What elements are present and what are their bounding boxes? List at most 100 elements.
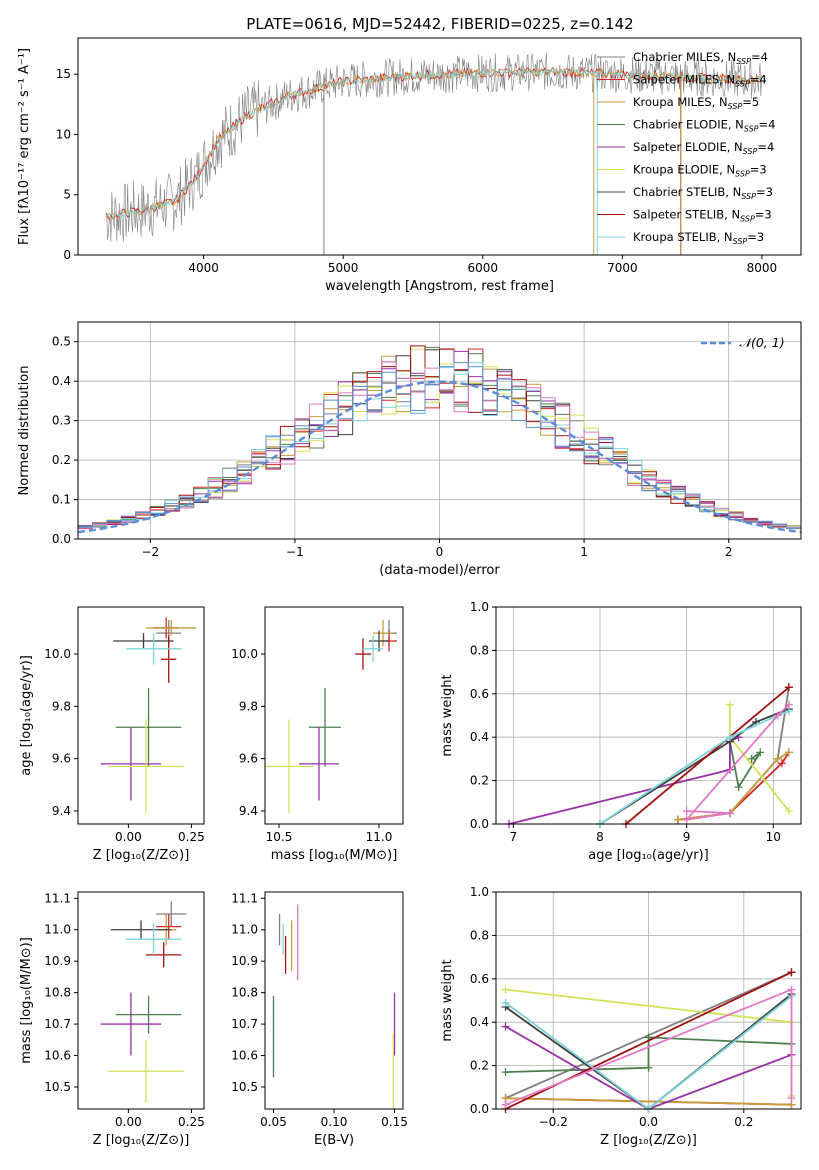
mass_vs_Z-frame <box>77 891 205 1110</box>
y-tick-label: 1.0 <box>470 885 489 899</box>
legend-entry: Salpeter MILES, NSSP=4 <box>633 73 767 89</box>
x-tick-label: 6000 <box>467 261 498 275</box>
age_vs_mass-frame <box>264 606 404 825</box>
mass-weight-marker <box>644 1063 653 1072</box>
y-tick-label: 0.2 <box>470 774 489 788</box>
x-tick-label: 5000 <box>328 261 359 275</box>
x-tick-label: 8 <box>596 830 604 844</box>
mass-weight-marker <box>784 806 793 815</box>
y-tick-label: 10.6 <box>231 1049 258 1063</box>
mass-weight-marker <box>773 711 782 720</box>
x-tick-label: 0.25 <box>178 830 205 844</box>
mass_vs_Z-axes <box>74 897 192 1113</box>
legend-entry: Kroupa ELODIE, NSSP=3 <box>633 163 767 179</box>
mass-weight-marker <box>756 748 765 757</box>
mass_weight_vs_Z-frame <box>495 891 802 1110</box>
mass-weight-line <box>505 1097 792 1106</box>
y-tick-label: 10.9 <box>44 954 71 968</box>
y-tick-label: 0.0 <box>52 532 71 546</box>
spectrum-frame <box>77 37 802 256</box>
x-tick-label: 4000 <box>188 261 219 275</box>
x-tick-label: 2 <box>725 545 733 559</box>
legend-entry: Salpeter ELODIE, NSSP=4 <box>633 140 774 156</box>
y-tick-label: 1.0 <box>470 600 489 614</box>
age_vs_Z-axes <box>74 653 192 828</box>
y-tick-label: 11.0 <box>44 923 71 937</box>
spectrum-axes <box>74 73 763 259</box>
mass-weight-line <box>625 686 790 825</box>
age_vs_mass-axes <box>261 653 380 828</box>
x-tick-label: 10.5 <box>266 830 293 844</box>
y-tick-label: 0.2 <box>52 453 71 467</box>
x-tick-label: −1 <box>286 545 304 559</box>
y-tick-label: 5 <box>63 188 71 202</box>
y-tick-label: 10.6 <box>44 1049 71 1063</box>
x-tick-label: 10 <box>766 830 781 844</box>
x-tick-label: 0 <box>436 545 444 559</box>
legend-entry: 𝒩(0, 1) <box>739 335 785 350</box>
y-tick-label: 10.5 <box>44 1080 71 1094</box>
mass-weight-marker <box>777 759 786 768</box>
y-axis-label: Normed distribution <box>17 366 32 496</box>
residuals-frame <box>77 321 802 540</box>
mass-weight-marker <box>725 809 734 818</box>
x-axis-label: Z [log₁₀(Z/Z⊙)] <box>93 848 190 863</box>
mass-weight-marker <box>725 733 734 742</box>
y-tick-label: 11.0 <box>231 923 258 937</box>
y-tick-label: 0.8 <box>470 643 489 657</box>
y-tick-label: 0.4 <box>52 374 71 388</box>
y-tick-label: 10.0 <box>44 647 71 661</box>
y-axis-label: age [log₁₀(age/yr)] <box>19 655 34 776</box>
x-tick-label: 0.05 <box>260 1115 287 1129</box>
legend-entry: Kroupa STELIB, NSSP=3 <box>633 230 764 246</box>
x-tick-label: 0.10 <box>321 1115 348 1129</box>
x-axis-label: E(B-V) <box>314 1133 354 1148</box>
mass-weight-marker <box>501 1100 510 1109</box>
y-tick-label: 11.1 <box>44 891 71 905</box>
mass_vs_EBV-frame <box>264 891 404 1110</box>
x-tick-label: 8000 <box>747 261 778 275</box>
mass-weight-marker <box>787 1094 796 1103</box>
mass-weight-marker <box>501 1022 510 1031</box>
mass-weight-line <box>599 710 790 825</box>
mass_weight_vs_age-frame <box>495 606 802 825</box>
x-tick-label: 0.2 <box>734 1115 753 1129</box>
mass-weight-marker <box>784 700 793 709</box>
x-tick-label: 0.00 <box>115 1115 142 1129</box>
mass-weight-marker <box>773 754 782 763</box>
y-tick-label: 0 <box>63 248 71 262</box>
mass-weight-marker <box>787 968 796 977</box>
mass-weight-line <box>505 1036 792 1073</box>
figure-title: PLATE=0616, MJD=52442, FIBERID=0225, z=0… <box>246 15 633 33</box>
mass-weight-marker <box>682 815 691 824</box>
y-tick-label: 10.0 <box>231 647 258 661</box>
y-tick-label: 0.2 <box>470 1059 489 1073</box>
y-tick-label: 9.6 <box>52 752 71 766</box>
normal-curve <box>77 380 802 534</box>
legend-entry: Chabrier MILES, NSSP=4 <box>633 50 768 66</box>
y-tick-label: 9.8 <box>52 699 71 713</box>
x-axis-label: Z [log₁₀(Z/Z⊙)] <box>600 1133 697 1148</box>
y-tick-label: 15 <box>56 67 71 81</box>
y-tick-label: 10 <box>56 127 71 141</box>
x-tick-label: 9 <box>683 830 691 844</box>
x-tick-label: 0.00 <box>115 830 142 844</box>
y-tick-label: 0.4 <box>470 730 489 744</box>
x-tick-label: −0.2 <box>539 1115 568 1129</box>
y-tick-label: 9.8 <box>239 699 258 713</box>
x-tick-label: 11.0 <box>366 830 393 844</box>
x-tick-label: 7 <box>510 830 518 844</box>
mass-weight-marker <box>673 815 682 824</box>
y-axis-label: mass weight <box>440 959 455 1041</box>
model-spectrum-line <box>105 66 761 222</box>
y-tick-label: 10.8 <box>44 986 71 1000</box>
y-axis-label: mass [log₁₀(M/M⊙)] <box>19 937 34 1064</box>
y-tick-label: 9.4 <box>52 804 71 818</box>
x-tick-label: 0.25 <box>178 1115 205 1129</box>
y-tick-label: 0.0 <box>470 1102 489 1116</box>
histogram-step <box>78 362 801 529</box>
y-tick-label: 0.8 <box>470 928 489 942</box>
